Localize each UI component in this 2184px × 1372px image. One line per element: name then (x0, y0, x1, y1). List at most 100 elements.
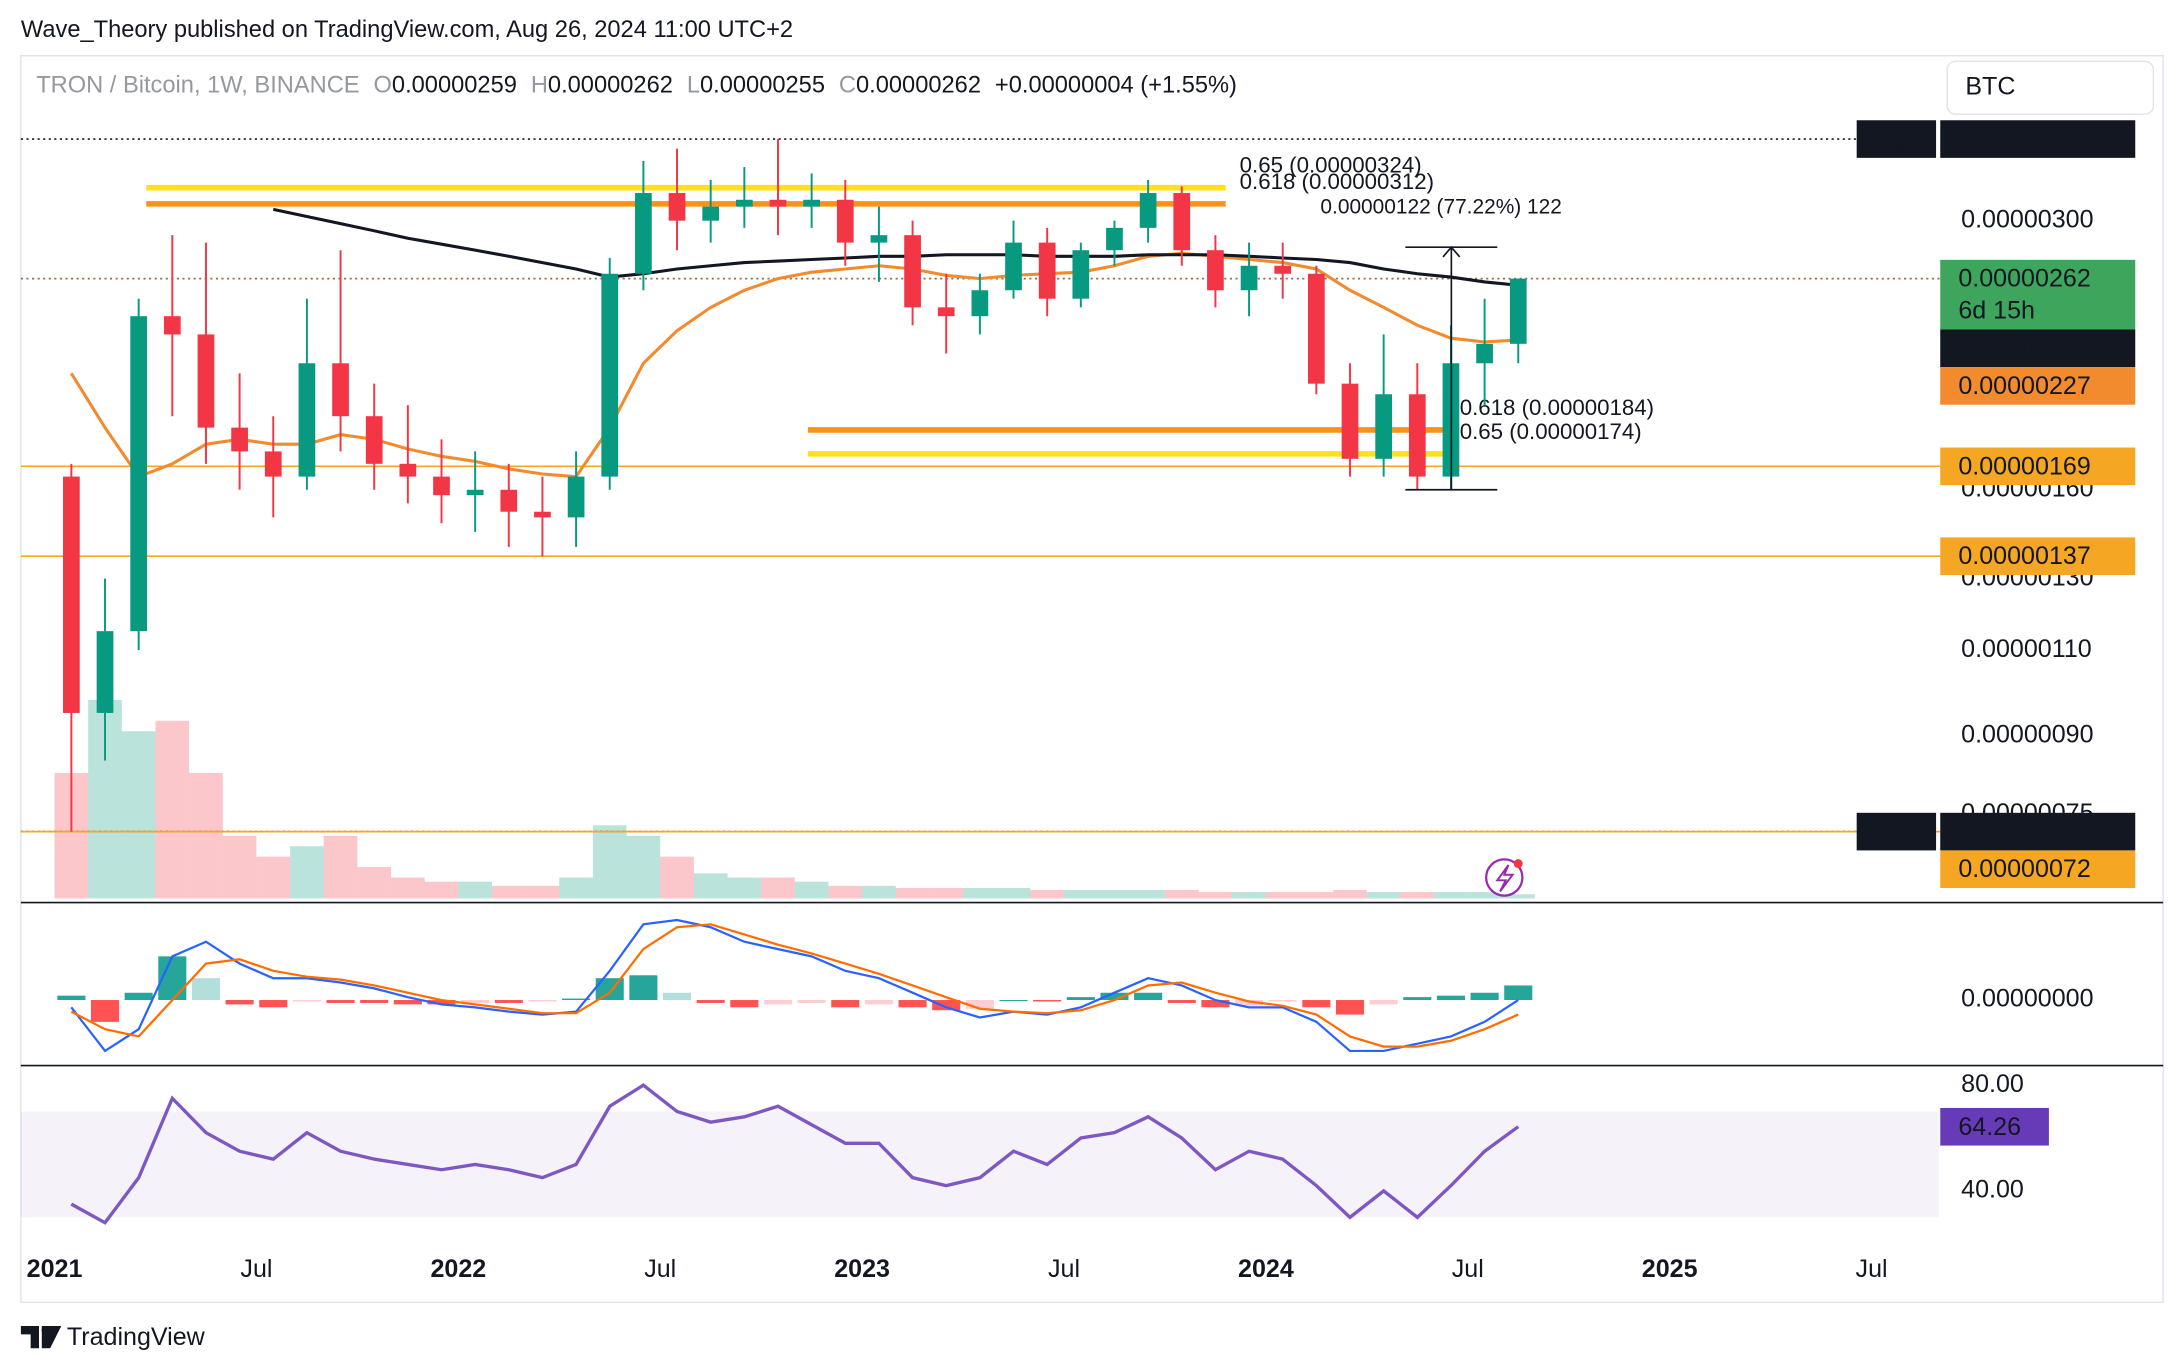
candle-body (163, 316, 181, 335)
volume-bar (1232, 892, 1266, 899)
volume-bar (458, 881, 492, 899)
macd-histogram-bar (259, 1000, 288, 1008)
macd-histogram-bar (1436, 995, 1465, 1001)
moving-average (272, 207, 1519, 287)
macd-histogram-bar (326, 1000, 355, 1003)
legend-symbol: TRON / Bitcoin, 1W, BINANCE (36, 73, 359, 99)
legend-value: 0.00000262 (548, 73, 673, 99)
price-badge (1940, 329, 2136, 368)
candle-body (130, 316, 148, 632)
rsi-badge-label: 64.26 (1958, 1113, 2021, 1141)
macd-histogram-bar (1504, 985, 1533, 1001)
rsi-tick-label: 40.00 (1961, 1176, 2024, 1204)
candle-body (231, 427, 248, 452)
rsi-badge (1940, 1107, 2049, 1146)
macd-histogram-bar (965, 1000, 994, 1009)
fib-label: 0.618 (0.00000184) (1460, 395, 1654, 420)
legend-value: 0.00000262 (856, 73, 981, 99)
macd-histogram-bar (1403, 997, 1432, 1001)
macd-histogram-bar (57, 995, 86, 1001)
signal-line (70, 923, 1519, 1048)
macd-histogram-bar (763, 1000, 793, 1005)
volume-bar (189, 773, 223, 899)
x-tick-label: Jul (240, 1255, 272, 1283)
candle-body (332, 363, 349, 417)
candle-body (971, 290, 989, 317)
candle-body (1240, 265, 1258, 291)
macd-histogram-bar (696, 1000, 725, 1003)
candle-body (1408, 394, 1426, 477)
currency-button-label[interactable]: BTC (1965, 72, 2015, 100)
fib-label: 0.65 (0.00000324) (1240, 153, 1422, 178)
price-tag-box (1856, 812, 1937, 851)
macd-histogram-bar (191, 978, 220, 1001)
price-badge-label: 0.00000255 (1958, 334, 2090, 362)
candle-body (870, 235, 888, 243)
macd-histogram-bar (1235, 1000, 1264, 1006)
price-badge (1940, 537, 2136, 576)
logo (20, 1326, 62, 1349)
candle-body (1072, 250, 1090, 299)
x-tick-label: 2024 (1238, 1255, 1294, 1283)
macd-histogram-bar (562, 998, 591, 1001)
volume-bar (963, 887, 997, 899)
price-badge (1940, 447, 2136, 486)
rsi-line (70, 1083, 1520, 1225)
volume-bar (996, 887, 1031, 899)
macd-histogram-bar (292, 1000, 321, 1002)
volume-bar (155, 720, 190, 899)
volume-bar (222, 835, 257, 899)
y-tick-label: 0.00000090 (1961, 721, 2093, 749)
volume-bar (1333, 890, 1367, 899)
volume-bar (929, 887, 964, 899)
alert-icon[interactable] (1485, 858, 1524, 897)
price-badge (1940, 850, 2136, 889)
rsi-tick-label: 80.00 (1961, 1070, 2024, 1098)
macd-histogram-bar (663, 992, 692, 1001)
candle-body (1173, 193, 1191, 251)
macd-histogram-bar (831, 1000, 860, 1008)
candle-body (1207, 250, 1224, 291)
x-tick-label: Jul (1452, 1255, 1484, 1283)
volume-bar (290, 846, 324, 899)
volume-bar (121, 731, 156, 899)
volume-bar (1097, 890, 1132, 899)
fib-label: 0.618 (0.00000312) (1240, 169, 1434, 194)
volume-bar (1434, 892, 1468, 899)
candle-body (399, 463, 417, 477)
macd-histogram-bar (90, 1000, 120, 1022)
legend-value: 0.00000255 (700, 73, 825, 99)
price-tag: Low (1873, 818, 1920, 846)
macd-histogram-bar (528, 1000, 557, 1002)
volume-bar (895, 887, 930, 899)
candle-body (96, 631, 114, 713)
volume-bar (828, 885, 863, 899)
volume-bar (1131, 890, 1165, 899)
volume-bar (1063, 890, 1098, 899)
macd-histogram-bar (898, 1000, 927, 1008)
macd-histogram-bar (225, 1000, 254, 1005)
candle-body (567, 476, 585, 518)
macd-histogram-bar (124, 992, 153, 1001)
x-tick-label: Jul (1856, 1255, 1888, 1283)
candle-body (1341, 383, 1359, 459)
legend-key: H (531, 73, 548, 99)
y-tick-label: 0.00000300 (1961, 205, 2093, 233)
legend: TRON / Bitcoin, 1W, BINANCE O0.00000259 H0… (36, 73, 1237, 99)
volume-bar (357, 867, 392, 899)
macd-histogram-bar (1302, 1000, 1331, 1008)
candle-body (1509, 278, 1527, 344)
currency-button[interactable] (1946, 60, 2155, 115)
macd-histogram-bar (1470, 992, 1499, 1001)
measure-arrow (1442, 245, 1461, 490)
candle-body (1476, 343, 1493, 364)
candle-body (1005, 242, 1022, 291)
price-badge-label: 0.00000072 (1958, 855, 2090, 883)
macd-histogram-bar (1369, 1000, 1398, 1005)
x-tick-label: 2021 (27, 1255, 83, 1283)
volume-bar (1467, 892, 1502, 899)
candle-body (1274, 265, 1292, 274)
price-badge-label: 0.00000072 (1958, 818, 2090, 846)
y-tick-label: 0.00000110 (1961, 635, 2092, 663)
volume-bar (323, 835, 358, 899)
